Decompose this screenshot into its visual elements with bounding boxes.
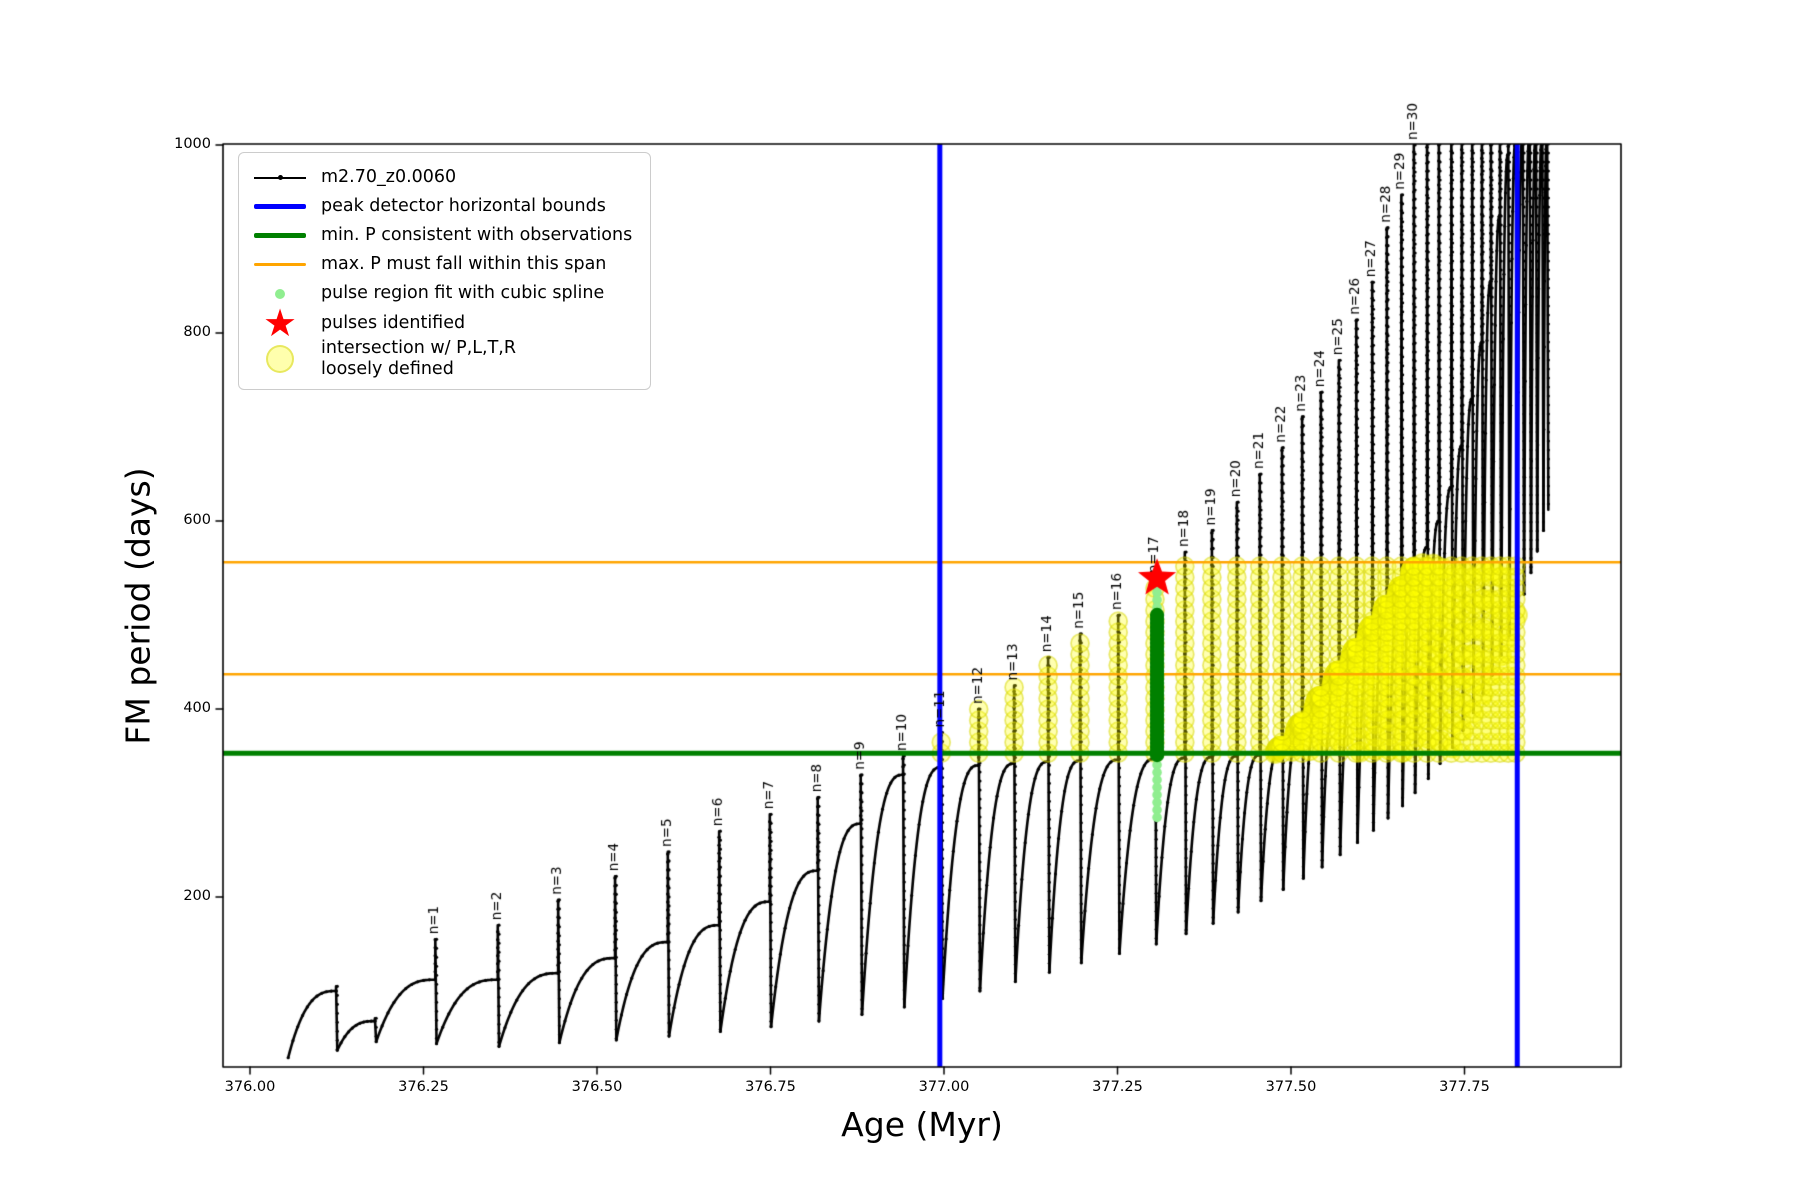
x-tick-label: 376.25 xyxy=(398,1079,449,1095)
intersection-dot-icon xyxy=(251,344,309,373)
spline-dot-icon xyxy=(251,288,309,299)
x-tick-label: 376.50 xyxy=(571,1079,623,1095)
x-tick-label: 377.00 xyxy=(918,1079,970,1095)
legend-item-label: pulse region fit with cubic spline xyxy=(321,283,605,304)
x-tick-label: 377.25 xyxy=(1092,1079,1143,1095)
legend-item: max. P must fall within this span xyxy=(251,250,632,279)
legend-item-label: max. P must fall within this span xyxy=(321,254,607,275)
legend-item-label: pulses identified xyxy=(321,312,466,333)
y-tick-label: 600 xyxy=(183,512,211,528)
x-tick-label: 376.00 xyxy=(224,1079,276,1095)
y-tick-label: 200 xyxy=(183,888,211,904)
y-tick-label: 400 xyxy=(183,700,211,716)
reference-line-icon xyxy=(251,263,309,266)
x-tick-label: 376.75 xyxy=(745,1079,796,1095)
x-tick-label: 377.75 xyxy=(1439,1079,1490,1095)
legend-item: m2.70_z0.0060 xyxy=(251,163,632,192)
y-tick-label: 1000 xyxy=(174,136,211,152)
y-tick-label: 800 xyxy=(183,324,211,340)
legend-item: min. P consistent with observations xyxy=(251,221,632,250)
legend-item-label: m2.70_z0.0060 xyxy=(321,167,457,188)
legend-item-label: intersection w/ P,L,T,R loosely defined xyxy=(321,338,516,379)
legend-item: pulse region fit with cubic spline xyxy=(251,279,632,308)
x-tick-label: 377.50 xyxy=(1265,1079,1317,1095)
reference-line-icon xyxy=(251,233,309,238)
x-axis-label: Age (Myr) xyxy=(841,1105,1003,1144)
reference-line-icon xyxy=(251,204,309,209)
pulse-star-icon: ★ xyxy=(262,301,298,345)
legend-item-label: min. P consistent with observations xyxy=(321,225,633,246)
legend-item: ★ pulses identified xyxy=(251,301,632,345)
legend-item: peak detector horizontal bounds xyxy=(251,192,632,221)
legend-item: intersection w/ P,L,T,R loosely defined xyxy=(251,338,632,379)
series-line-icon xyxy=(251,174,309,180)
legend-item-label: peak detector horizontal bounds xyxy=(321,196,606,217)
